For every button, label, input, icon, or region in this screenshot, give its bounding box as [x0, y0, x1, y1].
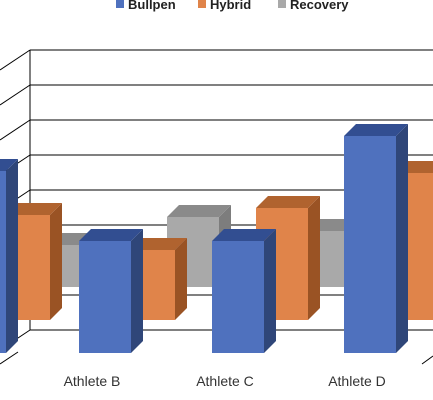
legend-item-bullpen: Bullpen: [116, 0, 176, 12]
bar-top-face: [344, 124, 408, 136]
floor-edge-left: [0, 351, 19, 365]
bar-side-face: [308, 196, 320, 320]
side-wall-gridline: [0, 119, 31, 141]
bar-bullpen-3: [344, 124, 408, 353]
x-axis-tick-labels: Athlete B Athlete C Athlete D: [64, 373, 386, 389]
bar-side-face: [175, 238, 187, 320]
bars-layer: [0, 124, 433, 353]
bar-hybrid-2: [256, 196, 320, 320]
bar-top-face: [212, 229, 276, 241]
bar-top-face: [256, 196, 320, 208]
floor-edge-right: [421, 355, 433, 365]
legend-label: Bullpen: [128, 0, 176, 12]
bar-side-face: [396, 124, 408, 353]
bar-top-face: [79, 229, 143, 241]
x-tick-label: Athlete C: [196, 373, 254, 389]
bar-front-face: [0, 171, 6, 353]
bar-side-face: [6, 159, 18, 353]
side-wall-gridline: [0, 49, 31, 71]
legend-item-hybrid: Hybrid: [198, 0, 251, 12]
bar-side-face: [50, 203, 62, 320]
legend: Bullpen Hybrid Recovery: [116, 0, 349, 12]
bar-side-face: [264, 229, 276, 353]
legend-swatch: [116, 0, 124, 8]
legend-label: Hybrid: [210, 0, 251, 12]
bar-bullpen-1: [79, 229, 143, 353]
bar-top-face: [167, 205, 231, 217]
bar-front-face: [212, 241, 264, 353]
legend-swatch: [278, 0, 286, 8]
x-tick-label: Athlete D: [328, 373, 386, 389]
x-tick-label: Athlete B: [64, 373, 121, 389]
bar-front-face: [79, 241, 131, 353]
side-wall-gridline: [0, 84, 31, 106]
legend-swatch: [198, 0, 206, 8]
legend-label: Recovery: [290, 0, 349, 12]
legend-item-recovery: Recovery: [278, 0, 349, 12]
bar-side-face: [131, 229, 143, 353]
bar-bullpen-0: [0, 159, 18, 353]
bar-front-face: [344, 136, 396, 353]
bar-top-face: [0, 159, 18, 171]
bar-bullpen-2: [212, 229, 276, 353]
